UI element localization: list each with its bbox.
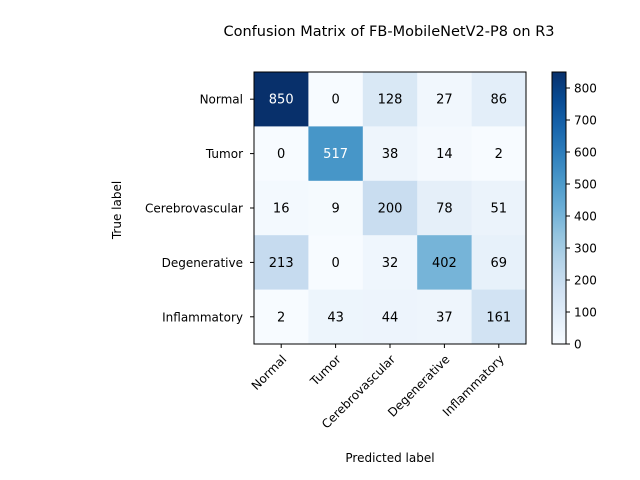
heatmap-cell [362,180,418,236]
heatmap-cell [471,126,527,182]
cell-value-label: 0 [331,256,339,271]
colorbar-tick-label: 400 [574,210,597,224]
heatmap-cells [254,72,527,345]
cell-value-label: 128 [378,93,403,108]
y-axis-label: True label [110,181,124,240]
heatmap-cell-labels: 850 0 128 27 86 0 517 38 14 2 16 9 200 78 51 213 0 32 402 6… [269,93,511,326]
cell-value-label: 0 [331,93,339,108]
cell-value-label: 38 [382,147,399,162]
cell-value-label: 2 [277,310,285,325]
cell-value-label: 213 [269,256,294,271]
heatmap-cell [362,72,418,127]
cell-value-label: 32 [382,256,399,271]
heatmap-cell [254,180,309,236]
cell-value-label: 517 [323,147,348,162]
colorbar-tick-label: 300 [574,242,597,256]
y-tick-label: Normal [200,93,243,107]
heatmap-cell [308,235,364,291]
cell-value-label: 0 [277,147,285,162]
colorbar-tick-label: 500 [574,178,597,192]
heatmap-cell [417,126,473,182]
heatmap-cell [471,72,527,127]
y-tick-label: Cerebrovascular [145,202,243,216]
y-axis-ticks: Normal Tumor Cerebrovascular Degenerative In… [145,93,254,324]
cell-value-label: 200 [378,202,403,217]
heatmap-cell [417,72,473,127]
cell-value-label: 16 [273,202,290,217]
colorbar-tick-label: 600 [574,146,597,160]
cell-value-label: 44 [382,310,399,325]
cell-value-label: 850 [269,93,294,108]
cell-value-label: 2 [495,147,503,162]
heatmap-cell [362,235,418,291]
x-axis-ticks: Normal TumorCerebrovascularDegenerativeIn… [249,344,507,431]
colorbar-tick-label: 800 [574,82,597,96]
y-tick-label: Inflammatory [162,310,243,324]
cell-value-label: 51 [491,202,508,217]
cell-value-label: 43 [327,310,344,325]
heatmap-cell [362,126,418,182]
colorbar [551,71,567,345]
cell-value-label: 37 [436,310,453,325]
cell-value-label: 27 [436,93,453,108]
cell-value-label: 161 [486,310,511,325]
cell-value-label: 14 [436,147,453,162]
colorbar-tick-label: 0 [574,338,582,352]
heatmap-cell [308,289,364,345]
heatmap-cell [471,180,527,236]
x-tick-label: Normal [249,352,290,393]
heatmap-cell [308,126,364,182]
x-axis-label: Predicted label [345,451,434,465]
heatmap-cell [471,289,527,345]
colorbar-tick-label: 700 [574,114,597,128]
heatmap-cell [308,72,364,127]
cell-value-label: 86 [491,93,508,108]
heatmap-cell [308,180,364,236]
colorbar-tick-label: 100 [574,306,597,320]
cell-value-label: 9 [331,202,339,217]
heatmap-cell [471,235,527,291]
colorbar-tick-label: 200 [574,274,597,288]
heatmap-cell [254,72,309,127]
heatmap-cell [417,235,473,291]
cell-value-label: 78 [436,202,453,217]
heatmap-cell [417,180,473,236]
heatmap-cell [254,289,309,345]
cell-value-label: 402 [432,256,457,271]
colorbar-ticks: 0 100 200 300 400 500 600 700 800 [566,82,597,352]
heatmap-cell [362,289,418,345]
heatmap-cell [254,126,309,182]
cell-value-label: 69 [491,256,508,271]
heatmap-cell [417,289,473,345]
heatmap-cell [254,235,309,291]
y-tick-label: Tumor [205,147,243,161]
y-tick-label: Degenerative [162,256,243,270]
chart-title: Confusion Matrix of FB-MobileNetV2-P8 on… [223,24,554,40]
x-tick-label: Tumor [307,352,344,389]
